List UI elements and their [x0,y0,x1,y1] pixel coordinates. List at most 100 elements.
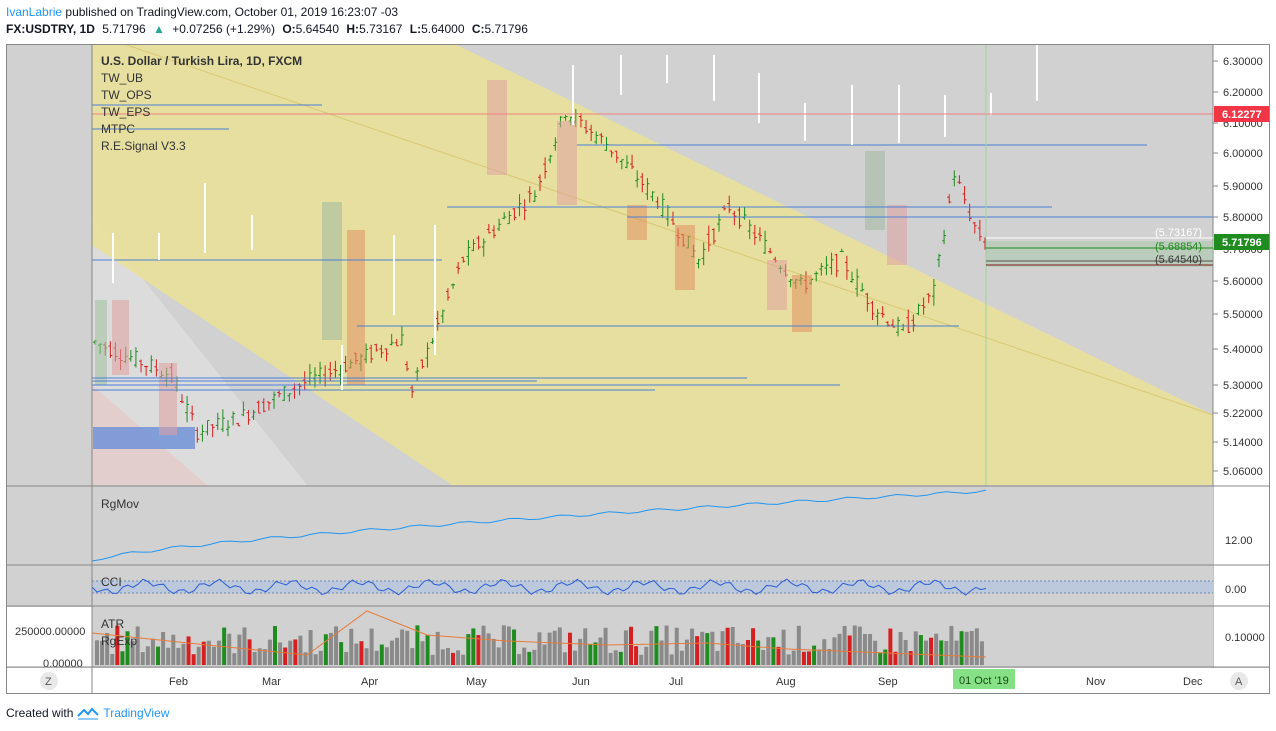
legend-indicator-tw-ub[interactable]: TW_UB [101,71,143,85]
volume-bar [929,637,934,665]
price-tick-label: 6.20000 [1223,87,1263,99]
volume-bar [95,640,99,665]
rgmov-pane[interactable] [7,487,1213,565]
volume-bar [308,630,313,665]
rgmov-line [91,489,987,562]
price-tick-label: 6.00000 [1223,148,1263,160]
atr-tick: 0.10000 [1225,632,1265,644]
green-price-badge-text: 5.71796 [1222,237,1262,249]
cci-label[interactable]: CCI [101,575,122,589]
high-value: 5.73167 [359,22,403,36]
volume-bar [181,643,186,665]
volume-bar [923,640,928,665]
volume-bar [974,628,979,665]
price-tick-label: 5.60000 [1223,276,1263,288]
volume-bar [339,642,344,665]
time-axis-label: May [466,676,487,688]
volume-bar [186,636,191,665]
volume-bar [323,634,328,665]
legend-indicator-resignal[interactable]: R.E.Signal V3.3 [101,139,186,153]
low-value-label: (5.64540) [1155,254,1202,266]
volume-bar [145,646,150,665]
volume-bar [659,640,664,665]
volume-bar [842,625,847,665]
volume-bar [506,626,511,665]
volume-bar [898,631,903,665]
symbol-info-bar: FX:USDTRY, 1D 5.71796 ▲ +0.07256 (+1.29%… [6,22,532,36]
signal-box [887,205,907,265]
volume-bar [761,649,766,665]
atr-left-tick-top: 250000.00000 [15,626,85,638]
volume-bar [252,651,257,665]
volume-bar [654,626,659,665]
green-price-badge [1214,234,1269,250]
volume-bar [705,633,710,665]
volume-bar [491,638,496,665]
volume-bar [201,641,206,665]
volume-bar [593,642,598,665]
volume-bar [349,628,354,665]
signal-box [347,230,365,385]
symbol-label[interactable]: FX:USDTRY, 1D [6,22,95,36]
created-with-text: Created with [6,706,74,720]
horizontal-levels [92,104,1213,391]
volume-bar [364,648,369,665]
high-label: H: [346,22,360,36]
volume-bar [949,625,954,665]
volume-bar [313,654,318,665]
legend-indicator-tw-ops[interactable]: TW_OPS [101,88,152,102]
time-axis-label: Jul [669,676,683,688]
rgexp-label[interactable]: RgExp [101,634,137,648]
volume-bar [461,654,466,665]
rgmov-tick: 12.00 [1225,535,1253,547]
volume-bar [298,635,303,665]
volume-bar [532,649,537,665]
volume-bar [430,654,435,665]
volume-bar [776,646,781,665]
volume-bar [110,653,115,665]
time-axis-label: Feb [169,676,188,688]
yellow-channel [92,45,1213,485]
volume-bar [161,631,166,665]
signal-box [792,275,812,332]
rgmov-label[interactable]: RgMov [101,497,139,511]
time-axis-labels: Feb Mar Apr May Jun Jul Aug Sep Nov Dec [169,676,1203,688]
legend-indicator-mtpc[interactable]: MTPC [101,122,135,136]
tradingview-link[interactable]: TradingView [103,706,170,720]
volume-bar [573,650,578,665]
zoom-button-label[interactable]: Z [45,676,52,688]
volume-bar [283,647,288,665]
chart-frame[interactable]: U.S. Dollar / Turkish Lira, 1D, FXCM TW_… [6,44,1270,694]
volume-bar [567,632,572,665]
open-value: 5.64540 [295,22,340,36]
tradingview-logo-icon [77,707,100,720]
price-axis[interactable] [1213,45,1269,667]
atr-line [91,610,987,658]
legend-indicator-tw-eps[interactable]: TW_EPS [101,105,150,119]
volume-bar [537,632,542,665]
volume-bar [852,625,857,665]
cci-line [91,578,987,596]
time-axis[interactable] [7,668,1269,693]
auto-scale-button[interactable] [1230,672,1248,690]
author-link[interactable]: IvanLabrie [6,5,63,19]
volume-bar [273,626,277,665]
volume-bar [293,639,298,665]
signal-box [487,80,507,175]
volume-bar [150,638,155,665]
volume-bar [679,650,684,665]
range-shade [986,241,1213,267]
auto-scale-label[interactable]: A [1235,676,1243,688]
volume-bar [384,647,389,665]
volume-bar [395,637,400,665]
volume-bar [522,647,527,665]
volume-bar [369,628,374,665]
zoom-button[interactable] [40,672,58,690]
volume-bar [827,648,832,665]
atr-label[interactable]: ATR [101,617,124,631]
volume-bar [939,640,944,665]
mid-value-label: (5.68854) [1155,241,1202,253]
price-tick-label: 5.06000 [1223,466,1263,478]
volume-bar [847,635,852,665]
volume-bar [278,642,283,665]
